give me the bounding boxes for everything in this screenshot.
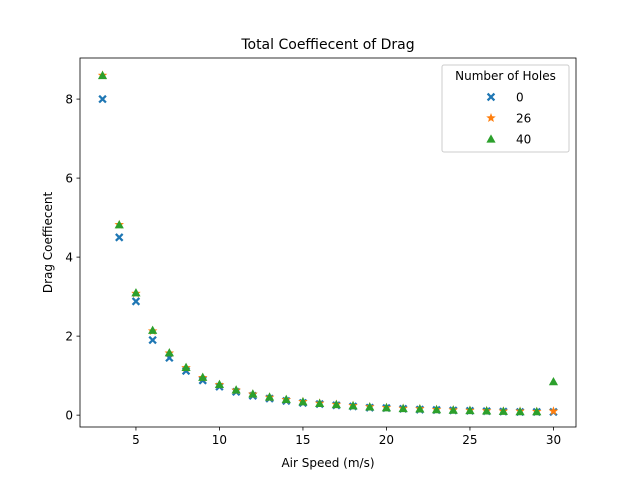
legend-marker-40 — [486, 134, 496, 143]
y-tick-label: 6 — [65, 171, 73, 185]
x-tick-label: 25 — [462, 433, 477, 447]
data-point — [348, 401, 358, 410]
y-tick-label: 8 — [65, 92, 73, 106]
data-point — [198, 372, 208, 381]
x-axis-label: Air Speed (m/s) — [281, 456, 374, 470]
data-point — [264, 392, 275, 401]
y-axis-label: Drag Coeffiecent — [41, 192, 55, 294]
legend-marker-0 — [486, 92, 496, 102]
x-tick-label: 30 — [546, 433, 561, 447]
data-point — [465, 405, 475, 415]
data-point — [98, 94, 107, 104]
legend-label-40: 40 — [516, 132, 531, 146]
data-point — [515, 406, 525, 416]
data-point — [131, 288, 141, 297]
data-point — [482, 406, 492, 415]
y-tick-label: 0 — [65, 408, 73, 422]
data-point — [114, 220, 124, 229]
data-point — [298, 397, 308, 406]
data-point — [164, 348, 174, 357]
data-point — [148, 325, 158, 334]
series-40 — [97, 70, 559, 416]
x-tick-label: 5 — [132, 433, 140, 447]
legend-label-0: 0 — [516, 90, 524, 104]
data-point — [548, 406, 559, 416]
x-tick-label: 20 — [379, 433, 394, 447]
data-point — [148, 335, 157, 345]
data-layer — [97, 70, 559, 417]
data-point — [214, 379, 225, 389]
y-tick-label: 4 — [65, 250, 73, 264]
legend-label-26: 26 — [516, 111, 531, 125]
data-point — [331, 399, 341, 409]
legend: Number of Holes 0 26 40 — [441, 64, 570, 153]
data-point — [398, 403, 408, 413]
data-point — [131, 297, 141, 306]
data-point — [281, 394, 291, 404]
data-point — [248, 389, 258, 398]
plot-frame — [79, 57, 577, 428]
data-point — [431, 405, 442, 414]
data-point — [448, 405, 458, 414]
legend-marker-26 — [486, 113, 496, 123]
axes-layer: 5 10 15 20 25 30 0 2 4 6 8 — [65, 92, 561, 447]
x-tick-label: 15 — [295, 433, 310, 447]
data-point — [181, 362, 191, 372]
data-point — [315, 398, 325, 407]
data-point — [548, 376, 559, 386]
data-point — [532, 406, 542, 416]
data-point — [115, 233, 124, 242]
data-point — [381, 403, 392, 412]
x-tick-label: 10 — [212, 433, 227, 447]
data-point — [97, 70, 108, 80]
data-point — [498, 406, 508, 415]
legend-box — [441, 64, 570, 153]
chart-title: Total Coeffiecent of Drag — [240, 37, 414, 53]
data-point — [415, 404, 425, 413]
data-point — [365, 402, 375, 411]
y-tick-label: 2 — [65, 329, 73, 343]
data-point — [231, 385, 241, 394]
legend-title: Number of Holes — [455, 69, 556, 83]
